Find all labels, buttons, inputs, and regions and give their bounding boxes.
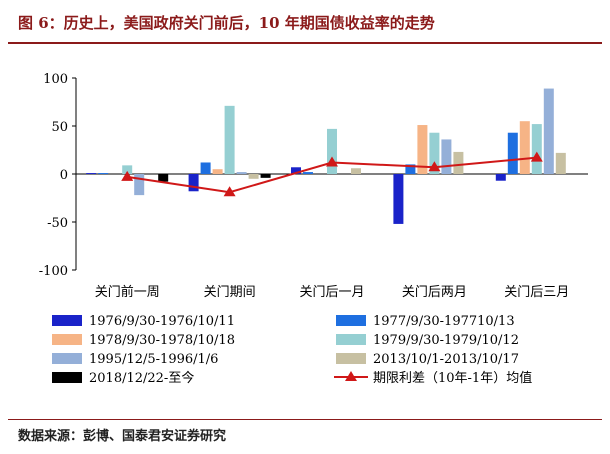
legend-swatch	[52, 315, 82, 326]
bar-series-3-cat-2	[327, 128, 337, 174]
bar-series-0-cat-2	[291, 167, 301, 174]
legend-swatch	[52, 372, 82, 383]
bar-series-4-cat-0	[134, 174, 145, 196]
average-line	[121, 151, 543, 197]
data-source: 数据来源：彭博、国泰君安证券研究	[18, 429, 227, 444]
legend-label: 期限利差（10年-1年）均值	[373, 370, 532, 386]
legend-swatch	[52, 334, 82, 345]
bar-series-0-cat-4	[495, 174, 506, 181]
x-category-label: 关门后两月	[402, 285, 467, 300]
y-tick-label: -100	[39, 264, 68, 279]
average-marker-4	[530, 151, 543, 162]
chart-axes: 100 50 0 -50 -100 关门前一周 关门期间 关门后一月 关门后两月 关门后三月	[39, 72, 588, 300]
bar-series-3-cat-1	[224, 105, 235, 174]
y-tick-label: -50	[47, 216, 68, 231]
bar-series-2-cat-4	[519, 121, 530, 174]
bar-series-5-cat-1	[248, 174, 259, 179]
legend-label: 1977/9/30-197710/13	[373, 314, 515, 329]
bar-series-6-cat-0	[158, 174, 169, 182]
x-category-label: 关门前一周	[95, 284, 160, 300]
bar-series-1-cat-4	[507, 132, 518, 174]
legend-label: 2018/12/22-至今	[89, 370, 194, 386]
chart-title: 图 6：历史上，美国政府关门前后，10 年期国债收益率的走势	[18, 14, 435, 32]
source-divider	[8, 419, 602, 420]
x-category-label: 关门后三月	[504, 285, 569, 300]
average-marker-0	[121, 170, 134, 181]
chart-bars	[86, 88, 566, 224]
legend-label: 1995/12/5-1996/1/6	[89, 352, 218, 367]
legend-label: 2013/10/1-2013/10/17	[373, 352, 519, 367]
average-marker-3	[428, 161, 441, 172]
bar-series-3-cat-0	[122, 165, 133, 174]
bar-series-0-cat-3	[393, 174, 404, 224]
bar-series-1-cat-1	[200, 162, 211, 174]
bar-series-0-cat-0	[86, 173, 97, 174]
legend-swatch	[336, 315, 366, 326]
bar-series-1-cat-0	[98, 173, 109, 174]
bar-series-0-cat-1	[188, 174, 199, 192]
chart-legend: 1976/9/30-1976/10/11 1977/9/30-197710/13 1…	[52, 314, 532, 386]
bar-series-6-cat-1	[260, 174, 271, 178]
x-category-label: 关门期间	[204, 285, 256, 300]
legend-label: 1979/9/30-1979/10/12	[373, 333, 519, 348]
legend-swatch	[52, 353, 82, 364]
bar-series-2-cat-3	[417, 125, 428, 174]
title-divider	[8, 42, 602, 44]
bar-series-4-cat-1	[236, 172, 247, 174]
x-category-label: 关门后一月	[299, 285, 364, 300]
bar-series-3-cat-4	[531, 124, 542, 174]
bar-series-2-cat-1	[212, 169, 223, 174]
bar-series-1-cat-2	[303, 172, 313, 174]
y-tick-label: 50	[51, 120, 68, 135]
bar-series-5-cat-4	[555, 152, 566, 174]
legend-swatch	[336, 334, 366, 345]
bar-series-3-cat-3	[429, 132, 440, 174]
bar-series-4-cat-3	[441, 139, 452, 174]
legend-marker	[345, 371, 357, 381]
bar-series-5-cat-2	[351, 168, 361, 174]
average-marker-2	[326, 156, 338, 167]
y-tick-label: 100	[43, 72, 68, 87]
y-tick-label: 0	[60, 168, 68, 183]
legend-swatch	[336, 353, 366, 364]
bar-series-1-cat-3	[405, 164, 416, 174]
bar-series-5-cat-3	[453, 151, 464, 174]
bar-series-4-cat-4	[543, 88, 554, 174]
legend-label: 1978/9/30-1978/10/18	[89, 333, 235, 348]
legend-label: 1976/9/30-1976/10/11	[89, 314, 235, 329]
average-marker-1	[223, 186, 236, 197]
